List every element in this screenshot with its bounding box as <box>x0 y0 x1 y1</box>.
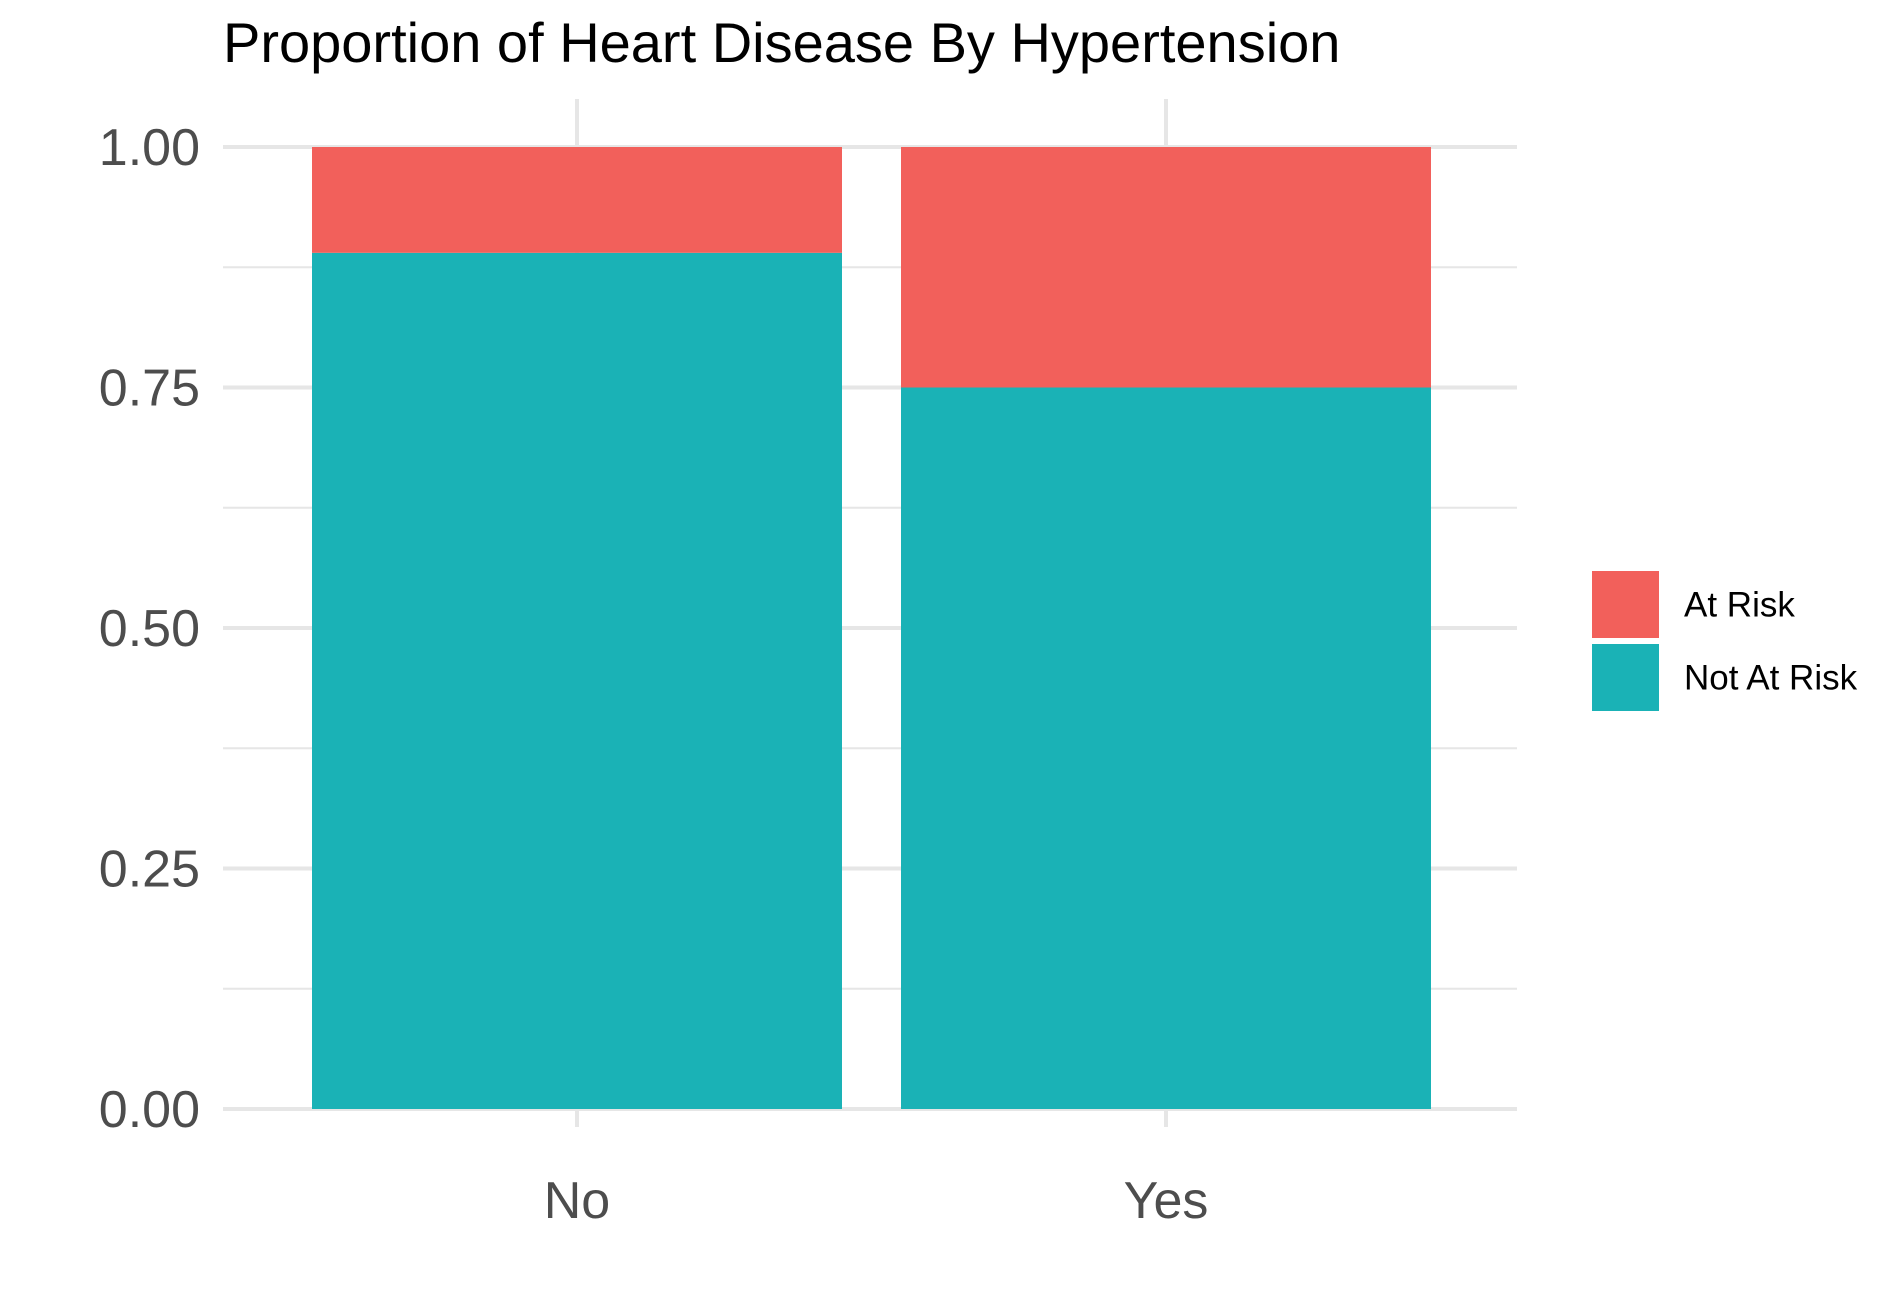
legend-key-not-at-risk <box>1592 644 1659 711</box>
legend-label: At Risk <box>1684 586 1795 625</box>
x-axis: No Yes <box>544 1172 1209 1230</box>
bars-layer <box>312 147 1431 1109</box>
legend-key-at-risk <box>1592 571 1659 638</box>
legend: At Risk Not At Risk <box>1592 571 1858 711</box>
bar-yes-at-risk <box>901 147 1431 388</box>
legend-label: Not At Risk <box>1684 659 1858 698</box>
y-tick-label: 0.00 <box>99 1081 200 1139</box>
y-tick-label: 0.50 <box>99 600 200 658</box>
bar-yes-not-at-risk <box>901 387 1431 1109</box>
y-tick-label: 0.75 <box>99 360 200 418</box>
bar-no-at-risk <box>312 147 842 253</box>
chart-title: Proportion of Heart Disease By Hypertens… <box>223 11 1340 74</box>
y-axis: 0.00 0.25 0.50 0.75 1.00 <box>99 119 200 1139</box>
x-tick-label: No <box>544 1172 610 1230</box>
y-tick-label: 0.25 <box>99 841 200 899</box>
bar-no-not-at-risk <box>312 252 842 1109</box>
y-tick-label: 1.00 <box>99 119 200 177</box>
x-tick-label: Yes <box>1124 1172 1209 1230</box>
